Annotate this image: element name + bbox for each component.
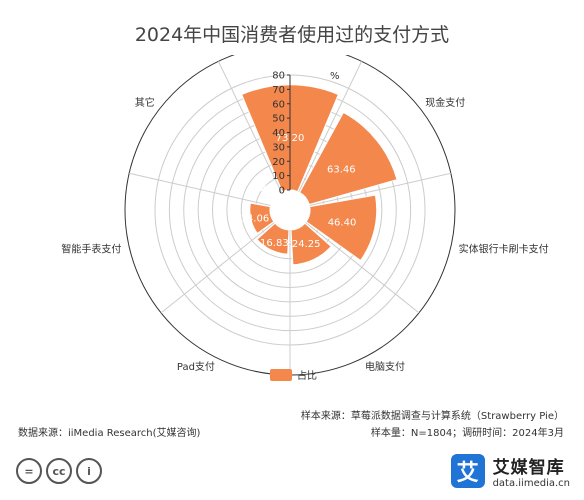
radial-tick-label: 10 xyxy=(272,171,285,182)
sample-source: 样本来源：草莓派数据调查与计算系统（Strawberry Pie） xyxy=(300,411,564,422)
brand-logo: 艾 艾媒智库 data.iimedia.cn xyxy=(450,453,570,489)
brand-logo-icon: 艾 xyxy=(450,454,485,488)
radial-tick-label: 60 xyxy=(272,99,285,110)
value-label: 24.25 xyxy=(292,239,321,250)
category-label: 电脑支付 xyxy=(365,360,405,373)
radial-tick-label: 80 xyxy=(272,71,285,82)
radial-tick-label: 30 xyxy=(272,142,285,153)
value-label: 14.06 xyxy=(241,214,270,225)
equals-icon: = xyxy=(16,458,42,484)
center-hole xyxy=(270,190,310,230)
data-source: 数据来源：iiMedia Research(艾媒咨询) xyxy=(18,428,201,439)
value-label: 46.40 xyxy=(328,217,357,228)
cc-icon: cc xyxy=(46,458,72,484)
value-label: 16.83 xyxy=(260,238,289,249)
unit-label: % xyxy=(330,71,340,82)
radial-tick-label: 0 xyxy=(279,186,285,197)
chart-title: 2024年中国消费者使用过的支付方式 xyxy=(134,24,450,46)
bar-4 xyxy=(256,222,290,255)
bar-5 xyxy=(249,202,275,235)
person-icon: i xyxy=(76,458,102,484)
sample-size: 样本量：N=1804；调研时间：2024年3月 xyxy=(370,428,564,439)
legend-swatch xyxy=(270,369,292,381)
category-label: 其它 xyxy=(135,96,155,109)
polar-bar-chart: 73.20手机支付63.46现金支付46.40实体银行卡刷卡支付24.25电脑支… xyxy=(61,55,549,382)
grid-spoke xyxy=(129,172,271,207)
legend-label: 占比 xyxy=(297,369,317,382)
category-label: Pad支付 xyxy=(177,360,215,373)
radial-tick-label: 20 xyxy=(272,157,285,168)
grid-spoke xyxy=(217,61,282,193)
radial-tick-label: 70 xyxy=(272,85,285,96)
value-label: 63.46 xyxy=(327,165,356,176)
radial-tick-label: 40 xyxy=(272,128,285,139)
grid-spoke xyxy=(309,172,451,207)
category-label: 现金支付 xyxy=(425,96,465,109)
brand-url: data.iimedia.cn xyxy=(492,478,570,489)
grid-spoke xyxy=(160,222,275,314)
value-label: 0.22 xyxy=(251,183,273,194)
brand-name: 艾媒智库 xyxy=(492,458,565,478)
license-icons: = cc i xyxy=(16,458,102,484)
category-label: 智能手表支付 xyxy=(61,242,121,255)
grid-spoke xyxy=(298,61,363,193)
radial-tick-label: 50 xyxy=(272,114,285,125)
category-label: 实体银行卡刷卡支付 xyxy=(459,242,549,255)
grid-spoke xyxy=(305,222,420,314)
